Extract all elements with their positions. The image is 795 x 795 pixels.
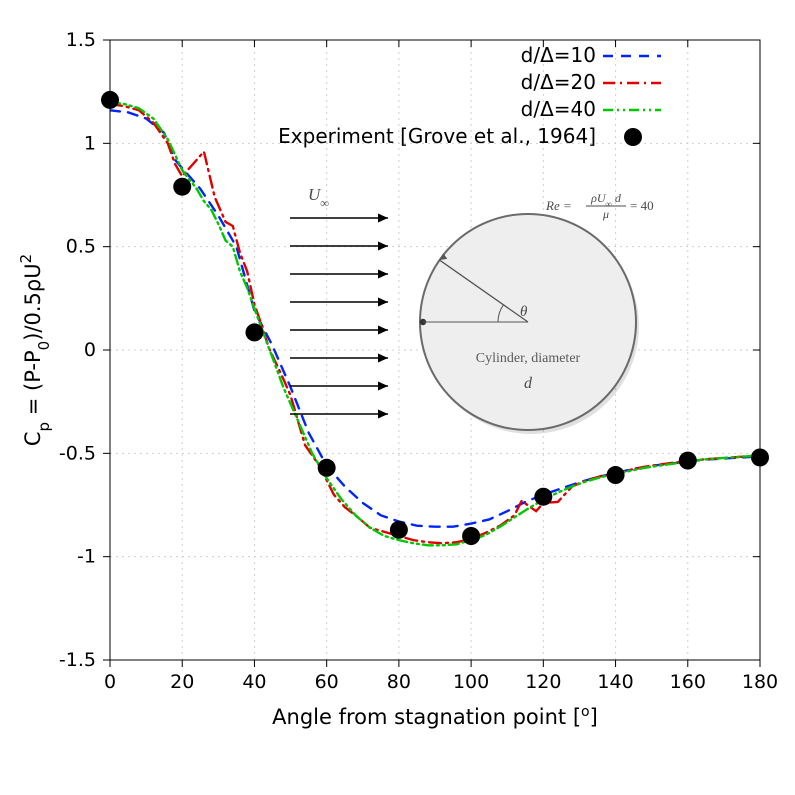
legend-marker-sample [624,128,642,146]
xtick-label: 120 [525,671,561,693]
pressure-coefficient-chart: 0 20 40 60 80 100 120 140 160 180 -1.5 -1 -0.5 0 0.5 1 1… [0,0,795,795]
experiment-marker [318,459,336,477]
experiment-marker [390,521,408,539]
ytick-label: 1 [84,132,96,154]
xtick-label: 100 [453,671,489,693]
xtick-label: 0 [104,671,116,693]
ytick-label: -0.5 [59,442,96,464]
xtick-label: 180 [742,671,778,693]
experiment-marker [462,527,480,545]
svg-text:μ: μ [602,207,609,221]
diameter-label: d [524,375,533,392]
xtick-label: 20 [170,671,194,693]
xtick-label: 160 [670,671,706,693]
ytick-label: 1.5 [66,29,96,51]
experiment-marker [173,178,191,196]
experiment-marker [245,323,263,341]
xtick-label: 40 [242,671,266,693]
x-axis-label: Angle from stagnation point [o] [272,704,598,729]
legend-label: d/Δ=10 [521,43,596,67]
ytick-label: 0 [84,339,96,361]
svg-text:= 40: = 40 [630,198,654,213]
legend-label: d/Δ=40 [521,97,596,121]
xtick-label: 80 [387,671,411,693]
experiment-marker [534,488,552,506]
experiment-marker [679,452,697,470]
experiment-marker [607,466,625,484]
cylinder-label: Cylinder, diameter [476,351,581,366]
svg-text:Re =: Re = [545,198,572,213]
xtick-label: 60 [315,671,339,693]
ytick-label: -1 [77,546,96,568]
legend-label: d/Δ=20 [521,70,596,94]
legend-label: Experiment [Grove et al., 1964] [278,124,596,148]
xtick-label: 140 [597,671,633,693]
theta-label: θ [520,304,528,320]
ytick-label: -1.5 [59,649,96,671]
ytick-label: 0.5 [66,236,96,258]
